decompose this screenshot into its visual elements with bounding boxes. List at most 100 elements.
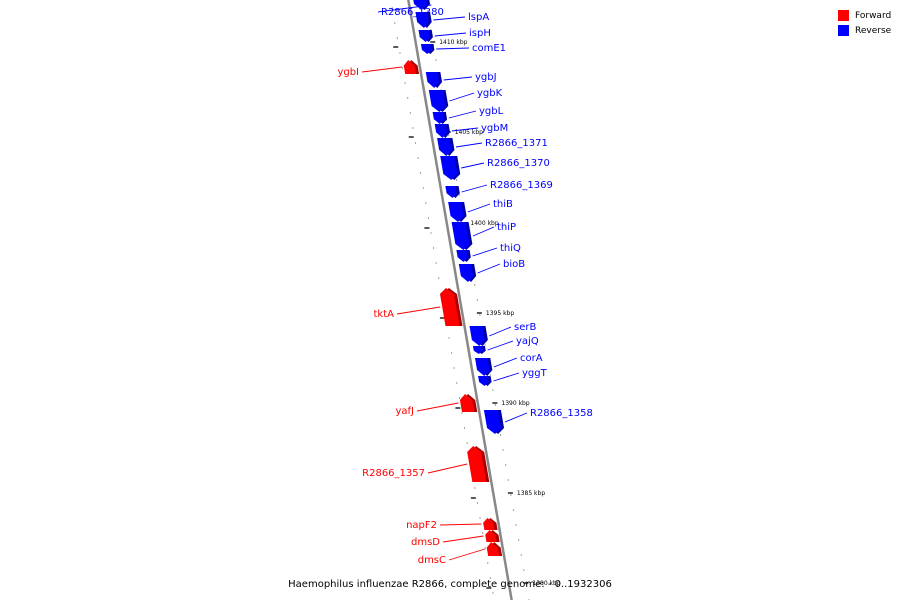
gene-tktA[interactable]: tktA bbox=[374, 288, 463, 326]
gene-arrow[interactable] bbox=[432, 112, 445, 124]
gene-leader bbox=[377, 4, 432, 13]
gene-label[interactable]: bioB bbox=[503, 259, 525, 270]
gene-yggT[interactable]: yggT bbox=[478, 368, 548, 386]
gene-label[interactable]: dmsC bbox=[418, 555, 446, 566]
gene-label[interactable]: dmsD bbox=[411, 537, 440, 548]
gene-leader bbox=[448, 110, 477, 119]
gene-thiB[interactable]: thiB bbox=[448, 199, 513, 222]
tick-label: 1380 kbp bbox=[532, 580, 560, 587]
gene-yajQ[interactable]: yajQ bbox=[472, 336, 539, 354]
genome-axis bbox=[407, 0, 513, 600]
gene-leader bbox=[451, 127, 479, 132]
gene-label[interactable]: corA bbox=[520, 353, 543, 364]
gene-leader bbox=[461, 184, 488, 193]
gene-arrow[interactable] bbox=[486, 542, 500, 556]
gene-arrow[interactable] bbox=[474, 358, 490, 376]
gene-leader bbox=[436, 47, 470, 50]
gene-leader bbox=[461, 162, 485, 169]
gene-arrow[interactable] bbox=[456, 250, 468, 262]
gene-R2866_1357[interactable]: R2866_1357 bbox=[362, 446, 490, 482]
gene-label[interactable]: tktA bbox=[374, 309, 395, 320]
gene-label[interactable]: R2866_1358 bbox=[530, 408, 593, 419]
gene-label[interactable]: ygbI bbox=[337, 67, 359, 78]
gene-comE1[interactable]: comE1 bbox=[420, 43, 506, 54]
gene-label[interactable]: R2866_1380 bbox=[381, 7, 444, 18]
gene-leader bbox=[433, 16, 466, 21]
gene-arrow[interactable] bbox=[469, 326, 485, 346]
gene-R2866_1380[interactable]: R2866_1380 bbox=[377, 0, 444, 18]
gene-leader bbox=[434, 32, 467, 37]
gene-ygbL[interactable]: ygbL bbox=[432, 106, 504, 124]
gene-leader bbox=[448, 548, 486, 561]
gene-arrow[interactable] bbox=[403, 60, 417, 74]
gene-arrow[interactable] bbox=[483, 518, 495, 530]
gene-arrow[interactable] bbox=[440, 156, 458, 180]
gene-arrow[interactable] bbox=[472, 346, 483, 354]
gene-arrow[interactable] bbox=[437, 138, 452, 156]
gene-arrow[interactable] bbox=[485, 530, 497, 542]
gene-ygbM[interactable]: ygbM bbox=[434, 123, 509, 138]
gene-yafJ[interactable]: yafJ bbox=[395, 394, 478, 417]
gene-leader bbox=[472, 247, 498, 257]
gene-arrow[interactable] bbox=[483, 410, 502, 434]
gene-label[interactable]: yafJ bbox=[395, 406, 414, 417]
gene-R2866_1358[interactable]: R2866_1358 bbox=[483, 408, 593, 434]
gene-ygbJ[interactable]: ygbJ bbox=[425, 72, 497, 88]
gene-arrow[interactable] bbox=[425, 72, 440, 88]
genome-caption: Haemophilus influenzae R2866, complete g… bbox=[288, 579, 612, 590]
gene-thiP[interactable]: thiP bbox=[451, 222, 517, 250]
gene-R2866_1369[interactable]: R2866_1369 bbox=[445, 180, 553, 198]
gene-leader bbox=[489, 326, 512, 337]
gene-R2866_1371[interactable]: R2866_1371 bbox=[437, 138, 548, 156]
reverse-swatch bbox=[838, 25, 849, 36]
gene-arrow[interactable] bbox=[458, 264, 474, 282]
gene-arrow[interactable] bbox=[445, 186, 457, 198]
gene-label[interactable]: ygbL bbox=[479, 106, 504, 117]
gene-label[interactable]: ygbJ bbox=[475, 72, 497, 83]
gene-serB[interactable]: serB bbox=[469, 322, 536, 346]
gene-lspA[interactable]: lspA bbox=[415, 12, 489, 28]
gene-label[interactable]: R2866_1370 bbox=[487, 158, 550, 169]
gene-R2866_1370[interactable]: R2866_1370 bbox=[440, 156, 550, 180]
gene-label[interactable]: thiB bbox=[493, 199, 513, 210]
gene-napF2[interactable]: napF2 bbox=[406, 518, 498, 531]
gene-arrow[interactable] bbox=[415, 12, 429, 28]
gene-ygbI[interactable]: ygbI bbox=[337, 60, 420, 78]
gene-label[interactable]: ygbM bbox=[481, 123, 508, 134]
gene-label[interactable]: ispH bbox=[469, 28, 491, 39]
gene-label[interactable]: lspA bbox=[468, 12, 489, 23]
gene-bioB[interactable]: bioB bbox=[458, 259, 525, 282]
gene-label[interactable]: yajQ bbox=[516, 336, 539, 347]
gene-dmsD[interactable]: dmsD bbox=[411, 530, 500, 548]
gene-dmsC[interactable]: dmsC bbox=[418, 542, 503, 566]
gene-leader bbox=[493, 357, 518, 368]
gene-label[interactable]: ygbK bbox=[477, 88, 503, 99]
gene-arrow[interactable] bbox=[434, 124, 448, 138]
gene-arrow[interactable] bbox=[459, 394, 475, 412]
gene-thiQ[interactable]: thiQ bbox=[456, 243, 521, 262]
gene-arrow[interactable] bbox=[467, 446, 487, 482]
gene-arrow[interactable] bbox=[478, 376, 489, 386]
gene-leader bbox=[477, 263, 501, 274]
gene-arrow[interactable] bbox=[420, 44, 432, 54]
gene-label[interactable]: yggT bbox=[522, 368, 548, 379]
gene-label[interactable]: comE1 bbox=[472, 43, 506, 54]
gene-ygbK[interactable]: ygbK bbox=[428, 88, 503, 112]
gene-arrow[interactable] bbox=[418, 30, 430, 42]
gene-arrow[interactable] bbox=[412, 0, 428, 10]
tick-label: 1395 kbp bbox=[486, 310, 514, 317]
gene-label[interactable]: R2866_1371 bbox=[485, 138, 548, 149]
gene-arrow[interactable] bbox=[428, 90, 446, 112]
gene-corA[interactable]: corA bbox=[474, 353, 543, 376]
gene-label[interactable]: R2866_1369 bbox=[490, 180, 553, 191]
gene-label[interactable]: thiP bbox=[497, 222, 516, 233]
gene-arrow[interactable] bbox=[439, 288, 460, 326]
gene-ispH[interactable]: ispH bbox=[418, 28, 491, 42]
gene-arrow[interactable] bbox=[448, 202, 464, 222]
gene-arrow[interactable] bbox=[451, 222, 470, 250]
gene-label[interactable]: thiQ bbox=[500, 243, 521, 254]
gene-label[interactable]: napF2 bbox=[406, 520, 437, 531]
gene-label[interactable]: R2866_1357 bbox=[362, 468, 425, 479]
gene-label[interactable]: serB bbox=[514, 322, 536, 333]
